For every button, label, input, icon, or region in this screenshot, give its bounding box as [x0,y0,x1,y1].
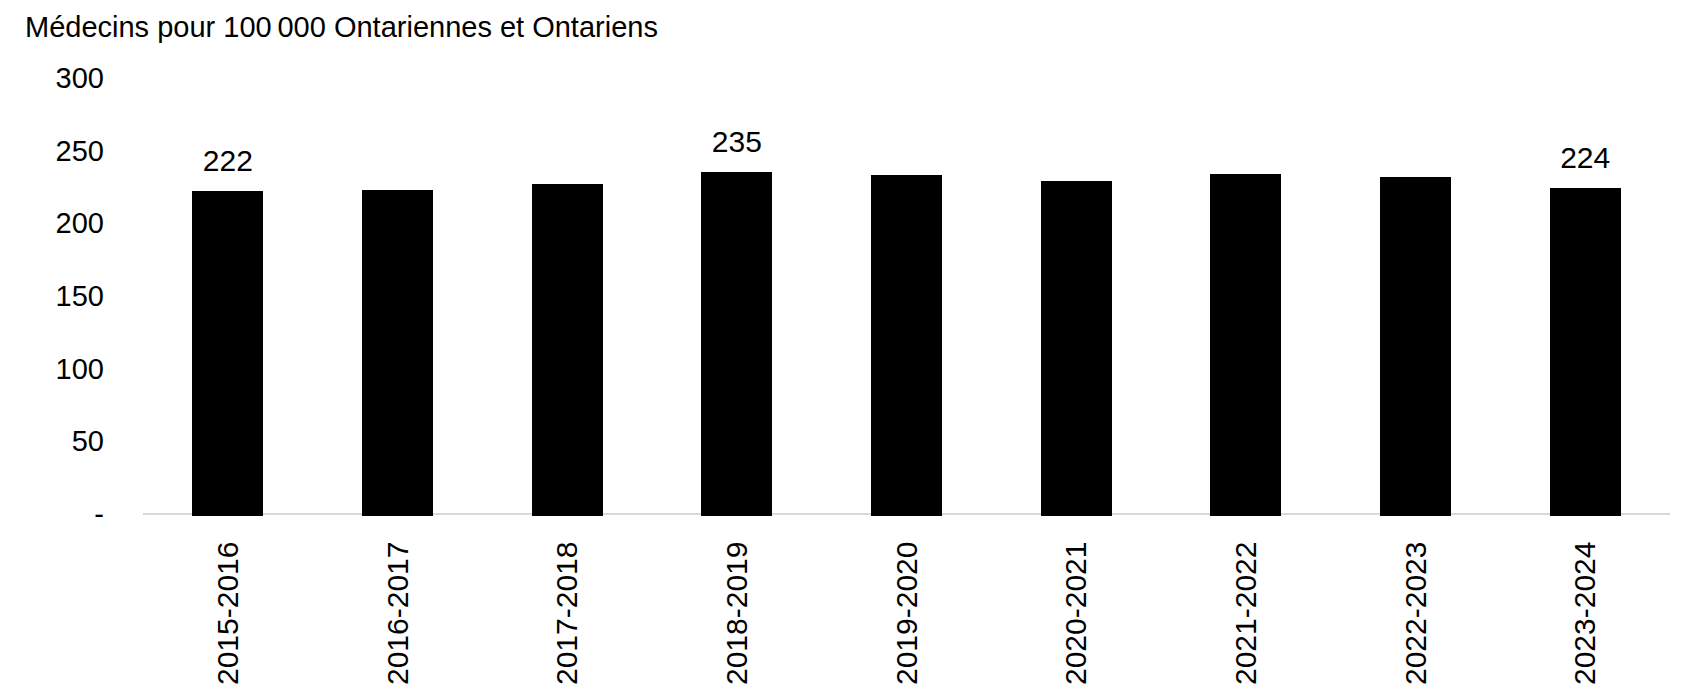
x-axis-category-label: 2019-2020 [889,535,925,685]
y-axis-tick-label: 200 [0,208,104,238]
bar-value-label: 222 [158,146,298,176]
x-axis-category-label: 2023-2024 [1567,535,1603,685]
bar-2021-2022 [1210,174,1281,516]
bar-value-label: 224 [1515,143,1655,173]
bar-chart: Médecins pour 100 000 Ontariennes et Ont… [0,0,1706,700]
x-axis-category-label: 2022-2023 [1398,535,1434,685]
chart-title: Médecins pour 100 000 Ontariennes et Ont… [25,11,658,43]
bar-2016-2017 [362,190,433,516]
x-axis-category-label: 2020-2021 [1058,535,1094,685]
x-axis-category-label: 2015-2016 [210,535,246,685]
bar-2015-2016 [192,191,263,516]
bar-2023-2024 [1550,188,1621,516]
y-axis-tick-label: 250 [0,136,104,166]
bar-2017-2018 [532,184,603,516]
y-axis-tick-label: 300 [0,63,104,93]
bar-value-label: 235 [667,127,807,157]
bar-2018-2019 [701,172,772,516]
y-axis-tick-label: 150 [0,281,104,311]
y-axis-tick-label: - [0,499,120,529]
x-axis-category-label: 2017-2018 [549,535,585,685]
bar-2019-2020 [871,175,942,516]
x-axis-category-label: 2018-2019 [719,535,755,685]
y-axis-tick-label: 100 [0,354,104,384]
bar-2020-2021 [1041,181,1112,516]
x-axis-category-label: 2021-2022 [1228,535,1264,685]
x-axis-category-label: 2016-2017 [380,535,416,685]
bar-2022-2023 [1380,177,1451,516]
y-axis-tick-label: 50 [0,426,104,456]
